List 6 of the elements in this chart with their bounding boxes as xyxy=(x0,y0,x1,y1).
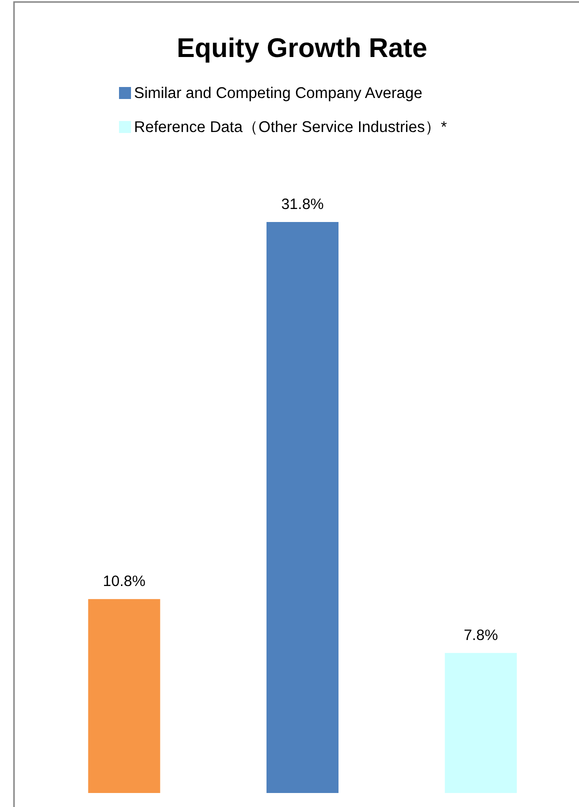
data-label: 31.8% xyxy=(281,196,324,213)
data-label: 7.8% xyxy=(464,626,498,644)
legend-label: Similar and Competing Company Average xyxy=(134,85,422,102)
data-label: 10.8% xyxy=(102,573,146,590)
legend-label: Reference Data（Other Service Industries）* xyxy=(134,119,447,136)
chart-title: Equity Growth Rate xyxy=(176,33,428,63)
